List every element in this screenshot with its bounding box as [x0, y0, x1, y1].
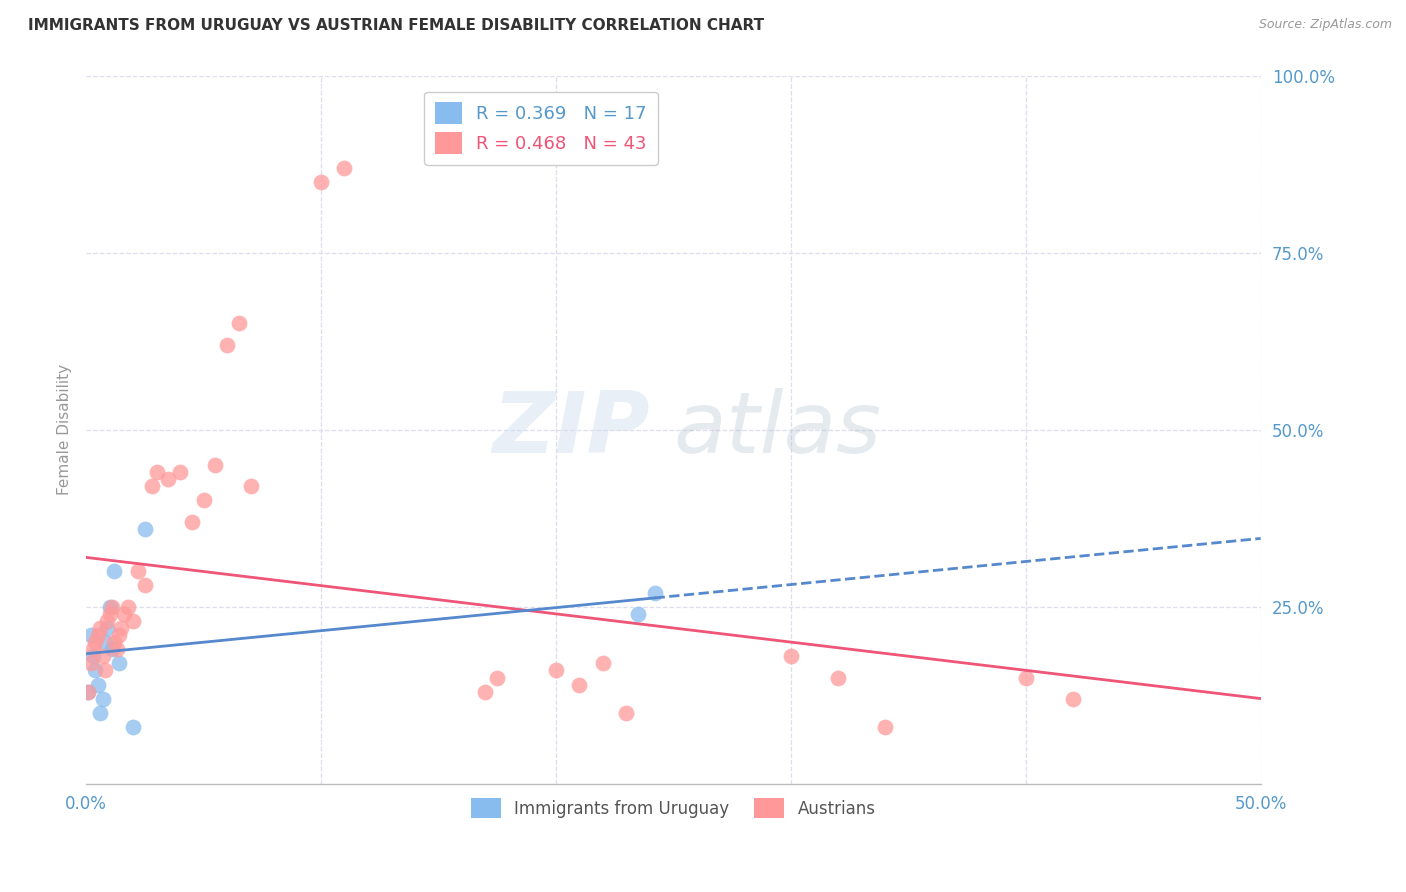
Point: [105, 642, 128, 657]
Point: [80, 657, 103, 671]
Point: [87, 677, 110, 691]
Point: [112, 607, 135, 621]
Point: [827, 671, 849, 685]
Point: [82, 642, 104, 657]
Point: [169, 465, 191, 479]
Point: [94, 635, 117, 649]
Point: [180, 515, 202, 529]
Text: IMMIGRANTS FROM URUGUAY VS AUSTRIAN FEMALE DISABILITY CORRELATION CHART: IMMIGRANTS FROM URUGUAY VS AUSTRIAN FEMA…: [28, 18, 765, 33]
Point: [110, 621, 132, 635]
Point: [87, 628, 110, 642]
Point: [134, 578, 156, 592]
Point: [89, 621, 111, 635]
Point: [84, 635, 107, 649]
Point: [193, 493, 215, 508]
Point: [215, 337, 238, 351]
Legend: Immigrants from Uruguay, Austrians: Immigrants from Uruguay, Austrians: [464, 791, 883, 825]
Point: [568, 677, 591, 691]
Point: [592, 657, 614, 671]
Point: [333, 161, 356, 175]
Point: [309, 175, 332, 189]
Point: [474, 684, 496, 698]
Point: [779, 649, 801, 664]
Text: atlas: atlas: [673, 388, 882, 471]
Point: [544, 664, 567, 678]
Point: [91, 691, 114, 706]
Point: [122, 720, 145, 734]
Point: [616, 706, 638, 720]
Point: [1062, 691, 1084, 706]
Point: [1015, 671, 1038, 685]
Point: [157, 472, 180, 486]
Point: [122, 614, 145, 628]
Point: [108, 657, 131, 671]
Point: [145, 465, 167, 479]
Point: [101, 599, 124, 614]
Point: [134, 522, 156, 536]
Point: [77, 684, 100, 698]
Point: [77, 684, 100, 698]
Point: [91, 649, 114, 664]
Point: [204, 458, 226, 472]
Point: [103, 635, 125, 649]
Point: [89, 706, 111, 720]
Point: [117, 599, 139, 614]
Point: [127, 564, 149, 578]
Point: [239, 479, 262, 493]
Point: [84, 664, 107, 678]
Point: [80, 628, 103, 642]
Y-axis label: Female Disability: Female Disability: [58, 364, 72, 495]
Point: [103, 564, 125, 578]
Point: [96, 621, 118, 635]
Point: [873, 720, 896, 734]
Point: [96, 614, 118, 628]
Text: Source: ZipAtlas.com: Source: ZipAtlas.com: [1258, 18, 1392, 31]
Point: [486, 671, 509, 685]
Point: [228, 317, 250, 331]
Point: [644, 585, 666, 599]
Point: [94, 664, 117, 678]
Point: [141, 479, 163, 493]
Point: [101, 642, 124, 657]
Text: ZIP: ZIP: [492, 388, 650, 471]
Point: [108, 628, 131, 642]
Point: [98, 599, 121, 614]
Point: [98, 607, 121, 621]
Point: [82, 649, 104, 664]
Point: [627, 607, 650, 621]
